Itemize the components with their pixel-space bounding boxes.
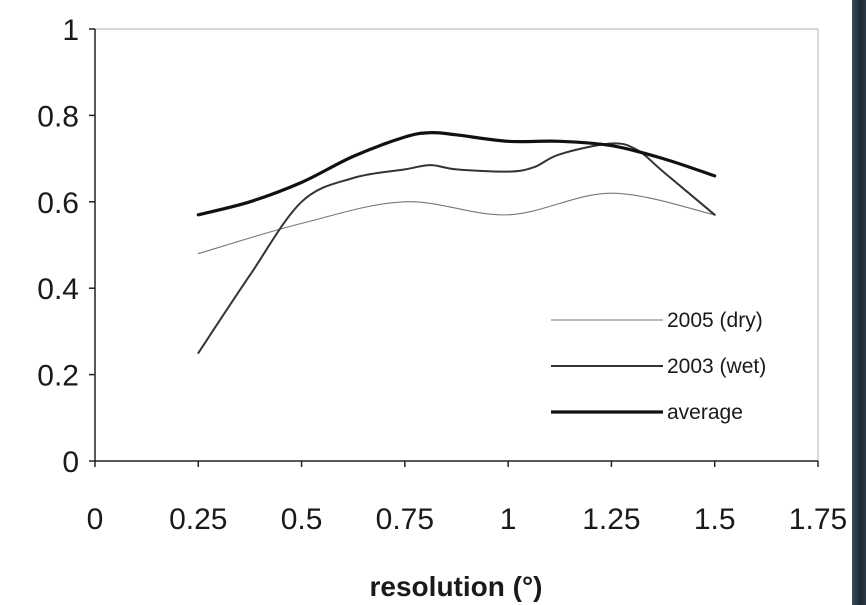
legend-label-2003-wet: 2003 (wet): [667, 355, 766, 378]
x-tick-label: 1.25: [582, 503, 640, 536]
legend-label-average: average: [667, 401, 743, 424]
tick-labels: 0 0.25 0.5 0.75 1 1.25 1.5 1.75 0 0.2 0.4 0.6 0.8 1: [37, 14, 847, 536]
series-line-2005-dry: [197, 192, 716, 255]
series-line-average: [196, 131, 717, 217]
y-tick-label: 0.2: [37, 360, 79, 393]
x-tick-label: 1.5: [694, 503, 736, 536]
x-tick-label: 0.5: [281, 503, 323, 536]
window-edge: [852, 0, 866, 605]
legend-label-2005-dry: 2005 (dry): [667, 309, 763, 332]
y-tick-label: 0.4: [37, 273, 79, 306]
x-axis-title: resolution (°): [370, 571, 543, 602]
plot-frame: [95, 28, 819, 461]
x-tick-label: 0: [87, 503, 104, 536]
x-tick-label: 0.25: [169, 503, 227, 536]
axes: [89, 28, 819, 467]
series-line-2003-wet: [197, 142, 716, 354]
y-tick-label: 0.8: [37, 100, 79, 133]
y-tick-label: 0.6: [37, 187, 79, 220]
x-tick-label: 1: [500, 503, 517, 536]
x-tick-label: 0.75: [376, 503, 434, 536]
y-tick-label: 1: [62, 14, 79, 47]
y-tick-label: 0: [62, 446, 79, 479]
x-tick-label: 1.75: [789, 503, 847, 536]
series-lines: [196, 131, 717, 354]
legend: 2005 (dry) 2003 (wet) average: [551, 309, 766, 424]
